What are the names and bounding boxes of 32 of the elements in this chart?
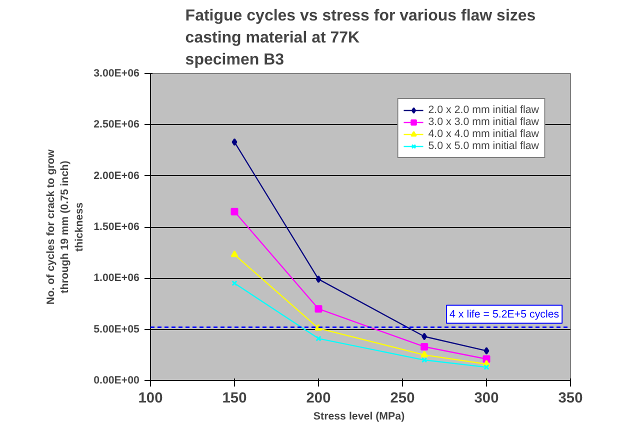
point — [420, 350, 428, 358]
point — [484, 347, 490, 355]
point — [314, 305, 322, 313]
point — [230, 208, 238, 216]
y-tick-label: 1.00E+06 — [94, 272, 140, 284]
point — [316, 275, 322, 283]
x-tick-label: 300 — [474, 390, 499, 406]
point — [422, 332, 428, 340]
legend-label: 3.0 x 3.0 mm initial flaw — [428, 116, 539, 128]
point — [230, 250, 238, 258]
y-tick-label: 0.00E+00 — [94, 374, 140, 386]
point — [316, 336, 322, 342]
y-tick-label: 1.50E+06 — [94, 221, 140, 233]
point — [232, 138, 238, 146]
legend-label: 4.0 x 4.0 mm initial flaw — [428, 128, 539, 140]
x-tick-label: 100 — [138, 390, 163, 406]
x-axis-title: Stress level (MPa) — [313, 410, 406, 422]
y-tick-label: 2.50E+06 — [94, 118, 140, 131]
x-tick-label: 250 — [390, 390, 415, 406]
legend-label: 2.0 x 2.0 mm initial flaw — [428, 104, 539, 116]
legend-label: 5.0 x 5.0 mm initial flaw — [428, 140, 539, 152]
y-tick-label: 5.00E+05 — [94, 323, 140, 336]
point — [421, 357, 428, 363]
annotation: 4 x life = 5.2E+5 cycles — [450, 308, 560, 320]
y-axis-title: No. of cycles for crack to grow through 19 mm (0.75 inch) thickness — [44, 148, 86, 305]
y-tick-label: 2.00E+06 — [94, 170, 140, 182]
point — [420, 342, 428, 350]
x-tick-label: 200 — [306, 390, 331, 406]
y-tick-label: 3.00E+06 — [94, 68, 140, 80]
chart-title: Fatigue cycles vs stress for various flaw sizes casting material at 77K specimen B3 — [185, 7, 536, 68]
x-tick-label: 350 — [558, 390, 583, 406]
x-tick-label: 150 — [222, 390, 247, 406]
